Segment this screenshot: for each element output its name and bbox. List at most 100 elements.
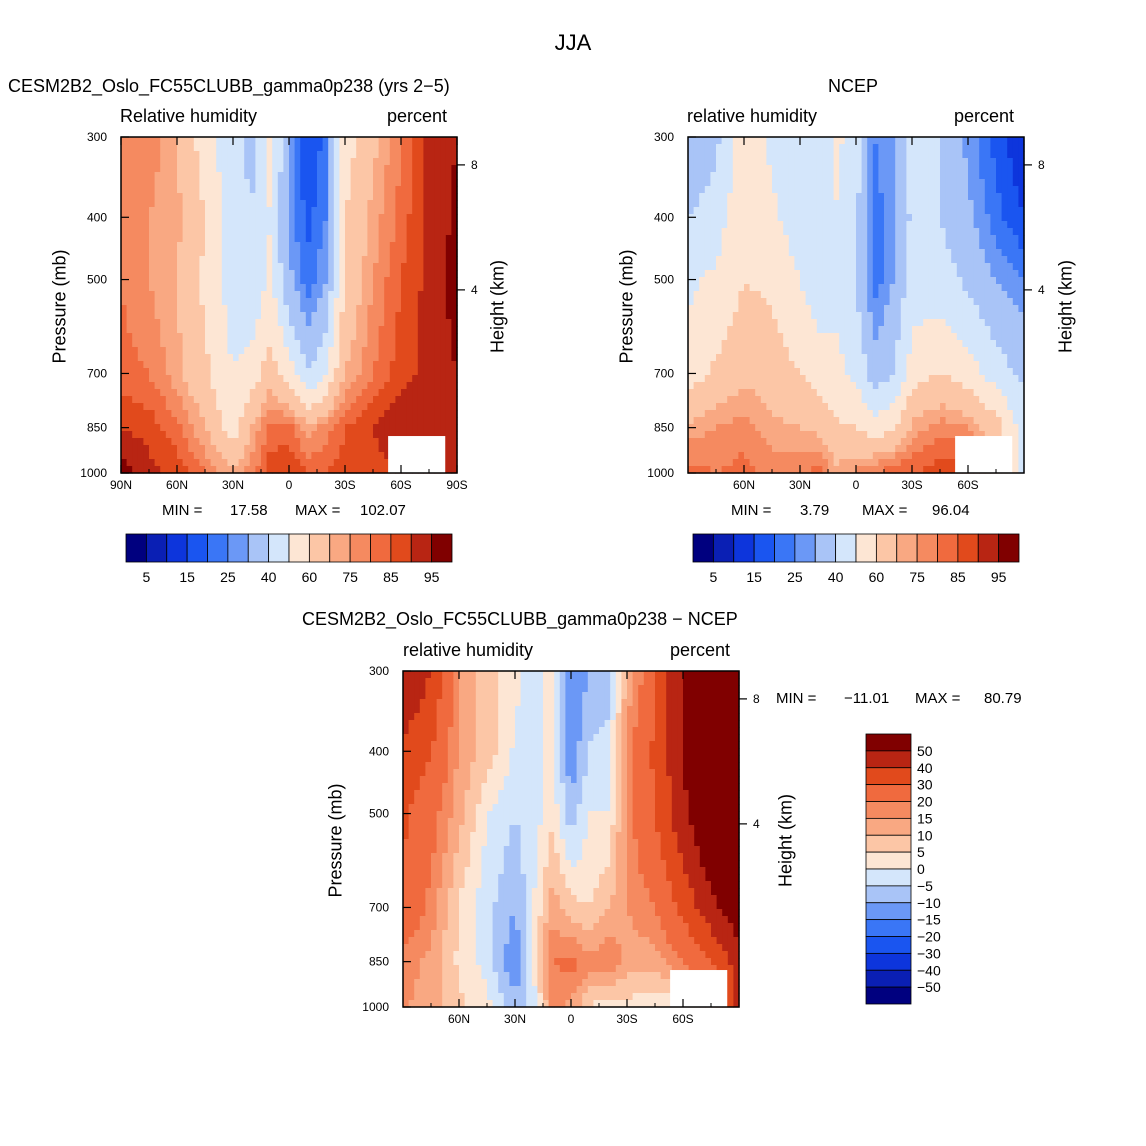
contour-cell bbox=[373, 179, 380, 187]
contour-cell bbox=[373, 291, 380, 299]
contour-cell bbox=[367, 172, 374, 180]
contour-cell bbox=[233, 410, 240, 418]
contour-cell bbox=[339, 354, 346, 362]
contour-cell bbox=[238, 228, 245, 236]
contour-cell bbox=[934, 319, 941, 327]
contour-cell bbox=[772, 207, 779, 215]
contour-cell bbox=[917, 270, 924, 278]
contour-cell bbox=[221, 417, 228, 425]
contour-cell bbox=[445, 221, 452, 229]
contour-cell bbox=[317, 137, 324, 145]
contour-cell bbox=[434, 424, 441, 432]
contour-cell bbox=[710, 144, 717, 152]
contour-cell bbox=[132, 137, 139, 145]
contour-cell bbox=[401, 298, 408, 306]
contour-cell bbox=[289, 347, 296, 355]
contour-cell bbox=[805, 186, 812, 194]
contour-cell bbox=[277, 228, 284, 236]
contour-cell bbox=[384, 221, 391, 229]
contour-cell bbox=[311, 326, 318, 334]
contour-cell bbox=[317, 438, 324, 446]
contour-cell bbox=[979, 256, 986, 264]
contour-cell bbox=[384, 249, 391, 257]
contour-cell bbox=[861, 235, 868, 243]
contour-cell bbox=[345, 207, 352, 215]
contour-cell bbox=[727, 319, 734, 327]
contour-cell bbox=[367, 333, 374, 341]
contour-cell bbox=[1001, 242, 1008, 250]
contour-cell bbox=[367, 228, 374, 236]
contour-cell bbox=[996, 277, 1003, 285]
contour-cell bbox=[984, 165, 991, 173]
contour-cell bbox=[800, 270, 807, 278]
contour-cell bbox=[193, 431, 200, 439]
contour-cell bbox=[233, 172, 240, 180]
contour-cell bbox=[401, 326, 408, 334]
contour-cell bbox=[373, 424, 380, 432]
contour-cell bbox=[744, 340, 751, 348]
contour-cell bbox=[356, 403, 363, 411]
contour-cell bbox=[434, 389, 441, 397]
contour-cell bbox=[384, 158, 391, 166]
contour-cell bbox=[294, 403, 301, 411]
contour-cell bbox=[210, 291, 217, 299]
contour-cell bbox=[693, 151, 700, 159]
contour-cell bbox=[783, 214, 790, 222]
contour-cell bbox=[356, 158, 363, 166]
contour-cell bbox=[788, 158, 795, 166]
contour-cell bbox=[378, 235, 385, 243]
contour-cell bbox=[755, 151, 762, 159]
contour-cell bbox=[760, 354, 767, 362]
contour-cell bbox=[193, 277, 200, 285]
contour-cell bbox=[289, 312, 296, 320]
contour-cell bbox=[249, 179, 256, 187]
contour-cell bbox=[721, 158, 728, 166]
contour-cell bbox=[193, 445, 200, 453]
contour-cell bbox=[749, 137, 756, 145]
contour-cell bbox=[434, 326, 441, 334]
contour-cell bbox=[121, 200, 128, 208]
contour-cell bbox=[305, 193, 312, 201]
contour-cell bbox=[760, 270, 767, 278]
contour-cell bbox=[289, 368, 296, 376]
contour-cell bbox=[811, 221, 818, 229]
contour-cell bbox=[311, 445, 318, 453]
contour-cell bbox=[822, 340, 829, 348]
contour-cell bbox=[210, 186, 217, 194]
contour-cell bbox=[121, 228, 128, 236]
contour-cell bbox=[328, 417, 335, 425]
contour-cell bbox=[406, 186, 413, 194]
contour-cell bbox=[356, 445, 363, 453]
contour-cell bbox=[182, 396, 189, 404]
contour-cell bbox=[255, 417, 262, 425]
contour-cell bbox=[934, 270, 941, 278]
contour-cell bbox=[861, 312, 868, 320]
contour-cell bbox=[193, 319, 200, 327]
contour-cell bbox=[149, 375, 156, 383]
contour-cell bbox=[968, 340, 975, 348]
contour-cell bbox=[345, 312, 352, 320]
contour-cell bbox=[132, 235, 139, 243]
contour-cell bbox=[755, 200, 762, 208]
contour-cell bbox=[744, 193, 751, 201]
contour-cell bbox=[923, 158, 930, 166]
contour-cell bbox=[378, 165, 385, 173]
contour-cell bbox=[417, 235, 424, 243]
contour-cell bbox=[434, 333, 441, 341]
contour-cell bbox=[261, 263, 268, 271]
contour-cell bbox=[378, 207, 385, 215]
contour-cell bbox=[289, 158, 296, 166]
contour-cell bbox=[1012, 326, 1019, 334]
contour-cell bbox=[699, 165, 706, 173]
contour-cell bbox=[345, 354, 352, 362]
contour-cell bbox=[1001, 200, 1008, 208]
contour-cell bbox=[777, 221, 784, 229]
contour-cell bbox=[923, 368, 930, 376]
contour-cell bbox=[766, 305, 773, 313]
contour-cell bbox=[160, 368, 167, 376]
contour-cell bbox=[339, 326, 346, 334]
contour-cell bbox=[945, 200, 952, 208]
contour-cell bbox=[249, 361, 256, 369]
contour-cell bbox=[996, 200, 1003, 208]
contour-cell bbox=[749, 263, 756, 271]
